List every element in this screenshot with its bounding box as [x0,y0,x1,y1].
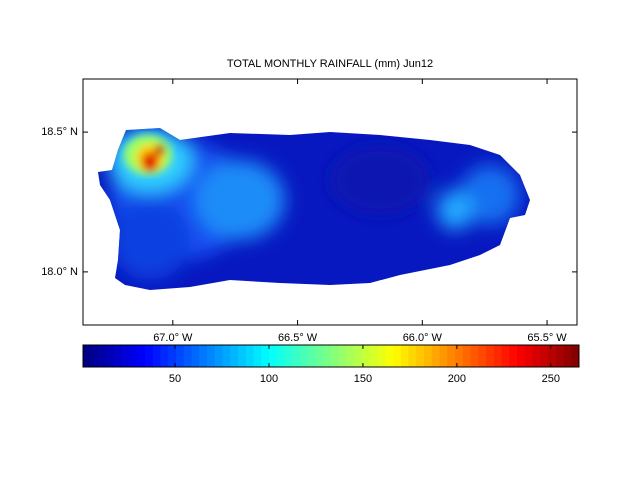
colorbar-cell [524,345,533,367]
colorbar-cell [261,345,270,367]
colorbar-cell [269,345,278,367]
colorbar [83,345,580,367]
colorbar-cell [431,345,440,367]
colorbar-cell [160,345,169,367]
colorbar-cell [532,345,541,367]
colorbar-cell [571,345,580,367]
colorbar-cell [416,345,425,367]
colorbar-cell [486,345,495,367]
colorbar-cell [137,345,146,367]
colorbar-cell [300,345,309,367]
colorbar-cell [517,345,526,367]
x-tick-label: 66.5° W [278,332,318,344]
colorbar-cell [509,345,518,367]
colorbar-cell [338,345,347,367]
colorbar-cell [245,345,254,367]
colorbar-cell [307,345,316,367]
colorbar-cell [114,345,123,367]
colorbar-cell [493,345,502,367]
colorbar-cell [548,345,557,367]
colorbar-cell [447,345,456,367]
colorbar-cell [168,345,177,367]
colorbar-cell [183,345,192,367]
colorbar-tick-label: 100 [260,373,278,385]
colorbar-cell [501,345,510,367]
colorbar-cell [400,345,409,367]
colorbar-cell [393,345,402,367]
colorbar-cell [362,345,371,367]
colorbar-cell [354,345,363,367]
colorbar-cell [462,345,471,367]
colorbar-cell [145,345,154,367]
colorbar-cell [199,345,208,367]
colorbar-cell [106,345,115,367]
colorbar-cell [555,345,564,367]
colorbar-cell [439,345,448,367]
colorbar-cell [238,345,247,367]
colorbar-cell [315,345,324,367]
colorbar-cell [276,345,285,367]
colorbar-cell [222,345,231,367]
colorbar-tick-label: 150 [354,373,372,385]
colorbar-cell [230,345,239,367]
colorbar-cell [176,345,185,367]
colorbar-cell [455,345,464,367]
colorbar-cell [478,345,487,367]
y-tick-label: 18.5° N [41,126,78,138]
colorbar-cell [152,345,161,367]
colorbar-cell [385,345,394,367]
colorbar-tick-label: 200 [448,373,466,385]
colorbar-cell [369,345,378,367]
colorbar-cell [207,345,216,367]
rainfall-field [98,128,530,290]
colorbar-cell [253,345,262,367]
colorbar-cell [424,345,433,367]
map-title: TOTAL MONTHLY RAINFALL (mm) Jun12 [227,58,433,70]
colorbar-cell [470,345,479,367]
colorbar-cell [408,345,417,367]
colorbar-cell [83,345,92,367]
x-tick-label: 67.0° W [153,332,193,344]
colorbar-cell [191,345,200,367]
colorbar-cell [292,345,301,367]
colorbar-cell [331,345,340,367]
x-tick-label: 65.5° W [527,332,567,344]
colorbar-cell [346,345,355,367]
colorbar-cell [121,345,130,367]
colorbar-frame [82,344,580,368]
colorbar-cell [284,345,293,367]
colorbar-cell [214,345,223,367]
colorbar-cell [563,345,572,367]
colorbar-cell [90,345,99,367]
colorbar-tick-label: 50 [169,373,181,385]
x-tick-label: 66.0° W [403,332,443,344]
colorbar-cell [323,345,332,367]
colorbar-tick-label: 250 [542,373,560,385]
colorbar-cell [377,345,386,367]
colorbar-cell [98,345,107,367]
colorbar-cell [129,345,138,367]
y-tick-label: 18.0° N [41,266,78,278]
colorbar-cell [540,345,549,367]
